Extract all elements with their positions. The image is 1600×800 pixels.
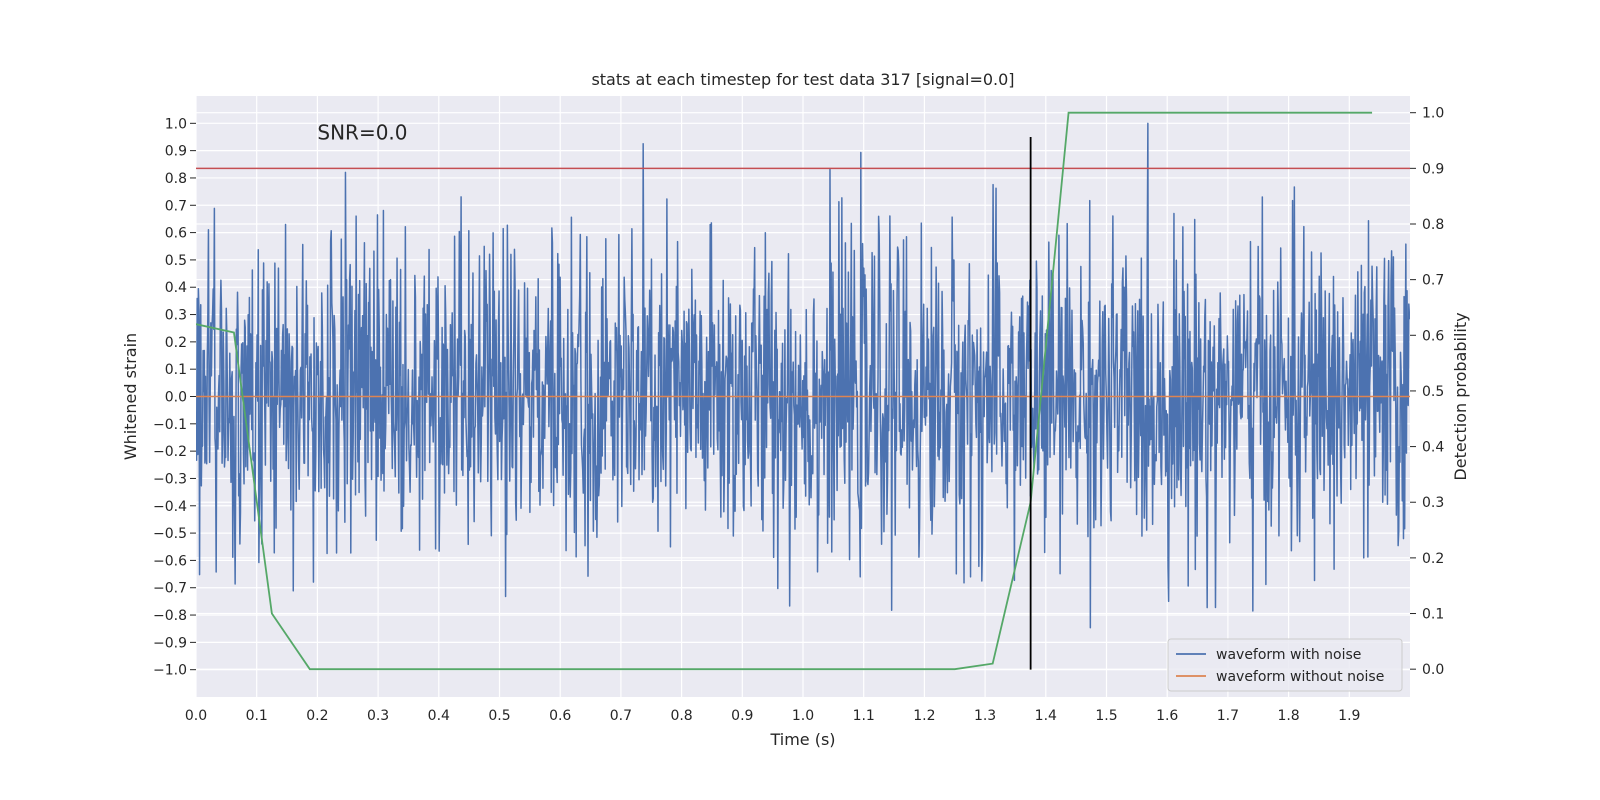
x-tick-label: 1.0 (792, 708, 814, 724)
x-tick-label: 0.9 (731, 708, 753, 724)
y-axis-ticks: 1.0 0.9 0.8 0.7 0.6 0.5 0.4 0.3 0.2 0.1 0.0 −0.1 −0.… (153, 116, 196, 679)
y-tick-label: 0.9 (165, 144, 187, 160)
y-tick-label: −0.4 (153, 499, 187, 515)
y2-tick-label: 0.3 (1422, 495, 1444, 511)
y2-tick-label: 0.4 (1422, 440, 1444, 456)
y2-axis-label: Detection probability (1451, 312, 1470, 480)
x-tick-label: 0.8 (670, 708, 692, 724)
x-tick-label: 0.1 (246, 708, 268, 724)
plot-content (196, 111, 1410, 671)
y-tick-label: 0.0 (165, 390, 187, 406)
y2-tick-label: 0.1 (1422, 607, 1444, 623)
y-tick-label: −0.1 (153, 417, 187, 433)
x-tick-label: 1.2 (913, 708, 935, 724)
chart-title: stats at each timestep for test data 317… (591, 70, 1014, 89)
y-tick-label: −0.5 (153, 526, 187, 542)
snr-annotation: SNR=0.0 (317, 121, 407, 145)
legend-label-noise: waveform with noise (1216, 647, 1361, 663)
x-tick-label: 1.1 (853, 708, 875, 724)
x-tick-label: 1.4 (1035, 708, 1057, 724)
x-tick-label: 0.5 (488, 708, 510, 724)
y-tick-label: −1.0 (153, 663, 187, 679)
y-axis-label: Whitened strain (121, 333, 140, 460)
y-tick-label: −0.3 (153, 471, 187, 487)
y-tick-label: −0.9 (153, 635, 187, 651)
legend-box (1167, 638, 1403, 692)
legend-label-clean: waveform without noise (1216, 669, 1384, 685)
y2-tick-label: 0.2 (1422, 551, 1444, 567)
x-tick-label: 1.7 (1217, 708, 1239, 724)
y2-tick-label: 0.9 (1422, 161, 1444, 177)
x-tick-label: 0.6 (549, 708, 571, 724)
x-tick-label: 0.4 (428, 708, 450, 724)
y-tick-label: 0.1 (165, 362, 187, 378)
x-tick-label: 0.2 (306, 708, 328, 724)
x-tick-label: 0.7 (610, 708, 632, 724)
x-tick-label: 0.0 (185, 708, 207, 724)
y-tick-label: 0.2 (165, 335, 187, 351)
x-tick-label: 1.9 (1338, 708, 1360, 724)
x-tick-label: 1.6 (1156, 708, 1178, 724)
y2-tick-label: 1.0 (1422, 106, 1444, 122)
y-tick-label: 0.5 (165, 253, 187, 269)
y-tick-label: 0.3 (165, 308, 187, 324)
x-tick-label: 1.8 (1277, 708, 1299, 724)
x-axis-ticks: 0.0 0.1 0.2 0.3 0.4 0.5 0.6 0.7 0.8 0.9 1.0 1.1 1.2 1… (185, 708, 1361, 724)
y-tick-label: −0.7 (153, 581, 187, 597)
y2-tick-label: 0.7 (1422, 273, 1444, 289)
y-tick-label: 0.8 (165, 171, 187, 187)
y-tick-label: −0.2 (153, 444, 187, 460)
y-tick-label: 0.6 (165, 226, 187, 242)
x-axis-label: Time (s) (769, 730, 835, 749)
y2-tick-label: 0.8 (1422, 217, 1444, 233)
y-tick-label: 0.7 (165, 198, 187, 214)
y-tick-label: −0.8 (153, 608, 187, 624)
y2-axis-ticks: 1.0 0.9 0.8 0.7 0.6 0.5 0.4 0.3 0.2 0.1 0.0 (1410, 106, 1444, 678)
y2-tick-label: 0.0 (1422, 662, 1444, 678)
x-tick-label: 1.5 (1095, 708, 1117, 724)
x-tick-label: 0.3 (367, 708, 389, 724)
x-tick-label: 1.3 (974, 708, 996, 724)
noise-waveform-line (196, 122, 1410, 629)
y-tick-label: −0.6 (153, 553, 187, 569)
y2-tick-label: 0.5 (1422, 384, 1444, 400)
legend: waveform with noise waveform without noi… (1167, 638, 1403, 692)
y-tick-label: 0.4 (165, 280, 187, 296)
y-tick-label: 1.0 (165, 116, 187, 132)
detection-probability-line (196, 111, 1373, 671)
y2-tick-label: 0.6 (1422, 328, 1444, 344)
